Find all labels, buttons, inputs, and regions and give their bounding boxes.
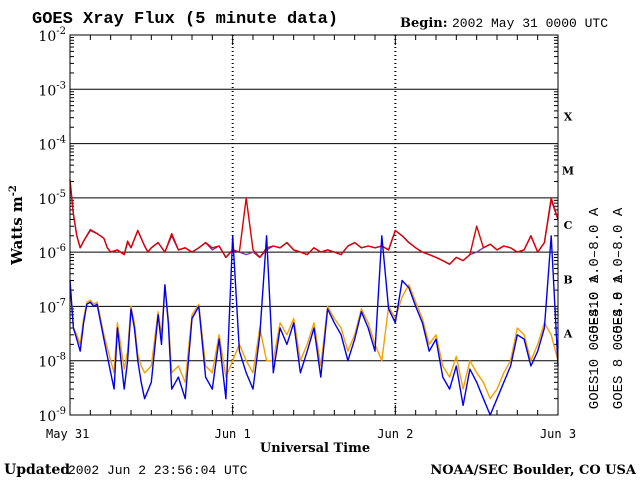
y-tick-exponent: -9 [56,406,66,417]
plot-frame [69,34,559,416]
y-tick-label: 10-3 [38,80,66,99]
flare-class-A: A [563,328,573,341]
y-tick-label: 10-5 [38,189,66,208]
y-tick-label: 10-7 [38,297,66,316]
y-tick-base: 10 [38,192,56,208]
y-tick-exponent: -2 [56,26,66,37]
flare-class-labels: X M C B A [562,110,574,340]
y-tick-base: 10 [38,29,56,45]
y-tick-base: 10 [38,409,56,425]
y-tick-label: 10-9 [38,406,66,425]
axis-ticks [69,35,559,415]
footer-updated-value: 2002 Jun 2 23:56:04 UTC [68,463,248,478]
y-tick-exponent: -7 [56,297,66,308]
x-tick-label: Jun 3 [540,427,576,441]
y-tick-exponent: -5 [56,189,66,200]
y-axis-label: Watts m-2 [8,185,26,266]
x-tick-label: May 31 [46,427,89,441]
y-tick-base: 10 [38,138,56,154]
flare-class-C: C [564,219,573,232]
series-line-goes10-0-5-4-0-a [69,280,559,400]
y-tick-base: 10 [38,246,56,262]
series-line-goes-8-0-5-4-0-a [69,235,559,416]
y-tick-labels: 10-210-310-410-510-610-710-810-9 [38,26,66,425]
legend-goes10-long: GOES10 1.0–8.0 A [587,207,603,342]
flare-class-B: B [563,273,572,286]
y-tick-label: 10-6 [38,243,66,262]
x-tick-labels: May 31 Jun 1 Jun 2 Jun 3 [46,427,576,441]
y-tick-base: 10 [38,355,56,371]
begin-label: Begin: [400,16,448,31]
y-tick-base: 10 [38,83,56,99]
legend-goes10-short: GOES10 0.5–4.0 A [587,274,603,409]
legend-goes8-long: GOES 8 1.0–8.0 A [611,207,627,342]
x-axis-label: Universal Time [260,441,370,456]
y-axis-label-text: Watts m [8,196,26,266]
flare-class-M: M [562,165,574,178]
series-lines [69,179,559,416]
y-tick-label: 10-4 [38,135,66,154]
legend-goes8-short: GOES 8 0.5–4.0 A [611,274,627,409]
begin-value: 2002 May 31 0000 UTC [452,16,608,31]
flare-class-X: X [564,110,573,123]
x-tick-label: Jun 2 [377,427,413,441]
y-tick-label: 10-8 [38,352,66,371]
y-axis-label-exponent: -2 [8,185,19,196]
y-tick-base: 10 [38,300,56,316]
y-tick-exponent: -4 [56,135,66,146]
y-tick-exponent: -8 [56,352,66,363]
plot-grid [70,34,558,416]
y-tick-label: 10-2 [38,26,66,45]
y-tick-exponent: -3 [56,80,66,91]
footer-source: NOAA/SEC Boulder, CO USA [430,463,637,478]
x-tick-label: Jun 1 [215,427,251,441]
chart-title: GOES Xray Flux (5 minute data) [32,10,338,29]
series-line-goes-8-1-0-8-0-a [69,179,559,265]
footer-updated-label: Updated [4,462,70,478]
y-tick-exponent: -6 [56,243,66,254]
